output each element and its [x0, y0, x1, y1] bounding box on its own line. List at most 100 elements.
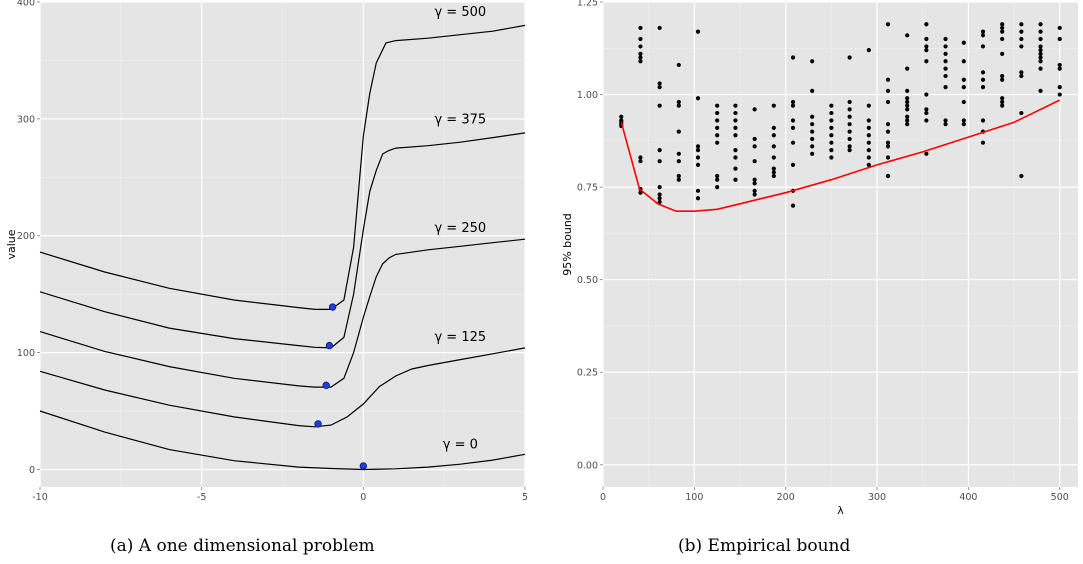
scatter-point	[657, 85, 662, 90]
scatter-point	[676, 129, 681, 134]
x-axis-label: λ	[837, 504, 844, 517]
scatter-point	[638, 51, 643, 56]
scatter-point	[1038, 48, 1043, 53]
scatter-point	[657, 192, 662, 197]
scatter-point	[1000, 103, 1005, 108]
scatter-point	[1038, 29, 1043, 34]
y-tick-label: 100	[17, 348, 35, 359]
scatter-point	[752, 188, 757, 193]
scatter-point	[810, 114, 815, 119]
scatter-point	[733, 133, 738, 138]
scatter-point	[980, 140, 986, 145]
scatter-point	[961, 77, 966, 82]
scatter-point	[1038, 51, 1043, 56]
scatter-point	[1000, 73, 1005, 79]
curve-label: γ = 500	[434, 5, 486, 20]
scatter-point	[695, 196, 701, 201]
scatter-point	[866, 162, 871, 168]
curve-line	[39, 347, 526, 428]
scatter-point	[924, 44, 929, 49]
scatter-point	[866, 140, 871, 145]
scatter-point	[715, 173, 720, 179]
scatter-point	[847, 147, 852, 153]
scatter-point	[1000, 29, 1005, 34]
scatter-point	[676, 103, 681, 108]
scatter-point	[1019, 36, 1024, 42]
scatter-point	[715, 177, 720, 182]
scatter-point	[638, 36, 643, 42]
scatter-point	[961, 99, 966, 105]
axis-ticks: 0 100 200 300 400 500 0.00 0.25 0.50 0.75 1.00 1.25	[577, 0, 1069, 503]
scatter-point	[657, 147, 662, 153]
curve-minimum-point	[359, 462, 368, 470]
scatter-point	[943, 85, 948, 90]
scatter-point	[810, 144, 815, 149]
scatter-point	[733, 103, 738, 108]
scatter-point	[905, 114, 910, 119]
scatter-point	[885, 155, 891, 160]
scatter-point	[866, 103, 871, 108]
scatter-point	[943, 73, 948, 79]
scatter-point	[829, 140, 834, 145]
x-tick-label: 400	[959, 492, 977, 503]
scatter-point	[1019, 110, 1024, 116]
scatter-point	[771, 166, 776, 171]
scatter-point	[1057, 66, 1062, 71]
scatter-point	[657, 25, 662, 31]
scatter-point	[715, 185, 720, 190]
scatter-point	[866, 125, 871, 130]
scatter-point	[885, 129, 891, 134]
scatter-point	[790, 203, 796, 208]
scatter-point	[638, 155, 643, 160]
scatter-point	[715, 133, 720, 138]
y-tick-label: 400	[17, 0, 35, 9]
scatter-point	[771, 144, 776, 149]
scatter-point	[1019, 22, 1024, 27]
scatter-point	[885, 144, 891, 149]
scatter-point	[943, 51, 948, 56]
scatter-point	[790, 55, 796, 60]
scatter-point	[810, 88, 815, 93]
scatter-point	[1038, 36, 1043, 42]
scatter-point	[847, 122, 852, 127]
curve-labels: γ = 0 γ = 125 γ = 250 γ = 375 γ = 500	[434, 5, 486, 452]
scatter-point	[829, 155, 834, 160]
scatter-point	[733, 125, 738, 130]
y-tick-label: 0.50	[577, 275, 598, 286]
scatter-point	[1000, 99, 1005, 105]
scatter-point	[943, 59, 948, 64]
scatter-point	[885, 22, 891, 27]
scatter-point	[733, 118, 738, 123]
scatter-point	[1000, 77, 1005, 82]
scatter-point	[885, 88, 891, 93]
scatter-point	[980, 77, 986, 82]
scatter-point	[905, 96, 910, 101]
scatter-point	[790, 125, 796, 130]
scatter-point	[771, 173, 776, 179]
scatter-point	[980, 85, 986, 90]
scatter-point	[752, 107, 757, 112]
curve-line	[39, 24, 526, 310]
scatter-point	[924, 118, 929, 123]
scatter-point	[1019, 29, 1024, 34]
scatter-point	[733, 110, 738, 116]
scatter-point	[1000, 51, 1005, 56]
scatter-point	[638, 59, 643, 64]
scatter-point	[866, 147, 871, 153]
scatter-point	[885, 140, 891, 145]
scatter-point	[905, 33, 910, 38]
gridlines	[39, 1, 526, 487]
scatter-point	[866, 118, 871, 123]
x-tick-label: 100	[685, 492, 703, 503]
scatter-point	[943, 118, 948, 123]
scatter-point	[1057, 62, 1062, 68]
scatter-point	[866, 133, 871, 138]
bound-line	[620, 99, 1061, 212]
scatter-point	[943, 66, 948, 71]
scatter-point	[1057, 92, 1062, 97]
caption-panel-b: (b) Empirical bound	[678, 536, 851, 556]
scatter-points	[619, 22, 1062, 208]
scatter-point	[695, 144, 701, 149]
scatter-point	[752, 144, 757, 149]
